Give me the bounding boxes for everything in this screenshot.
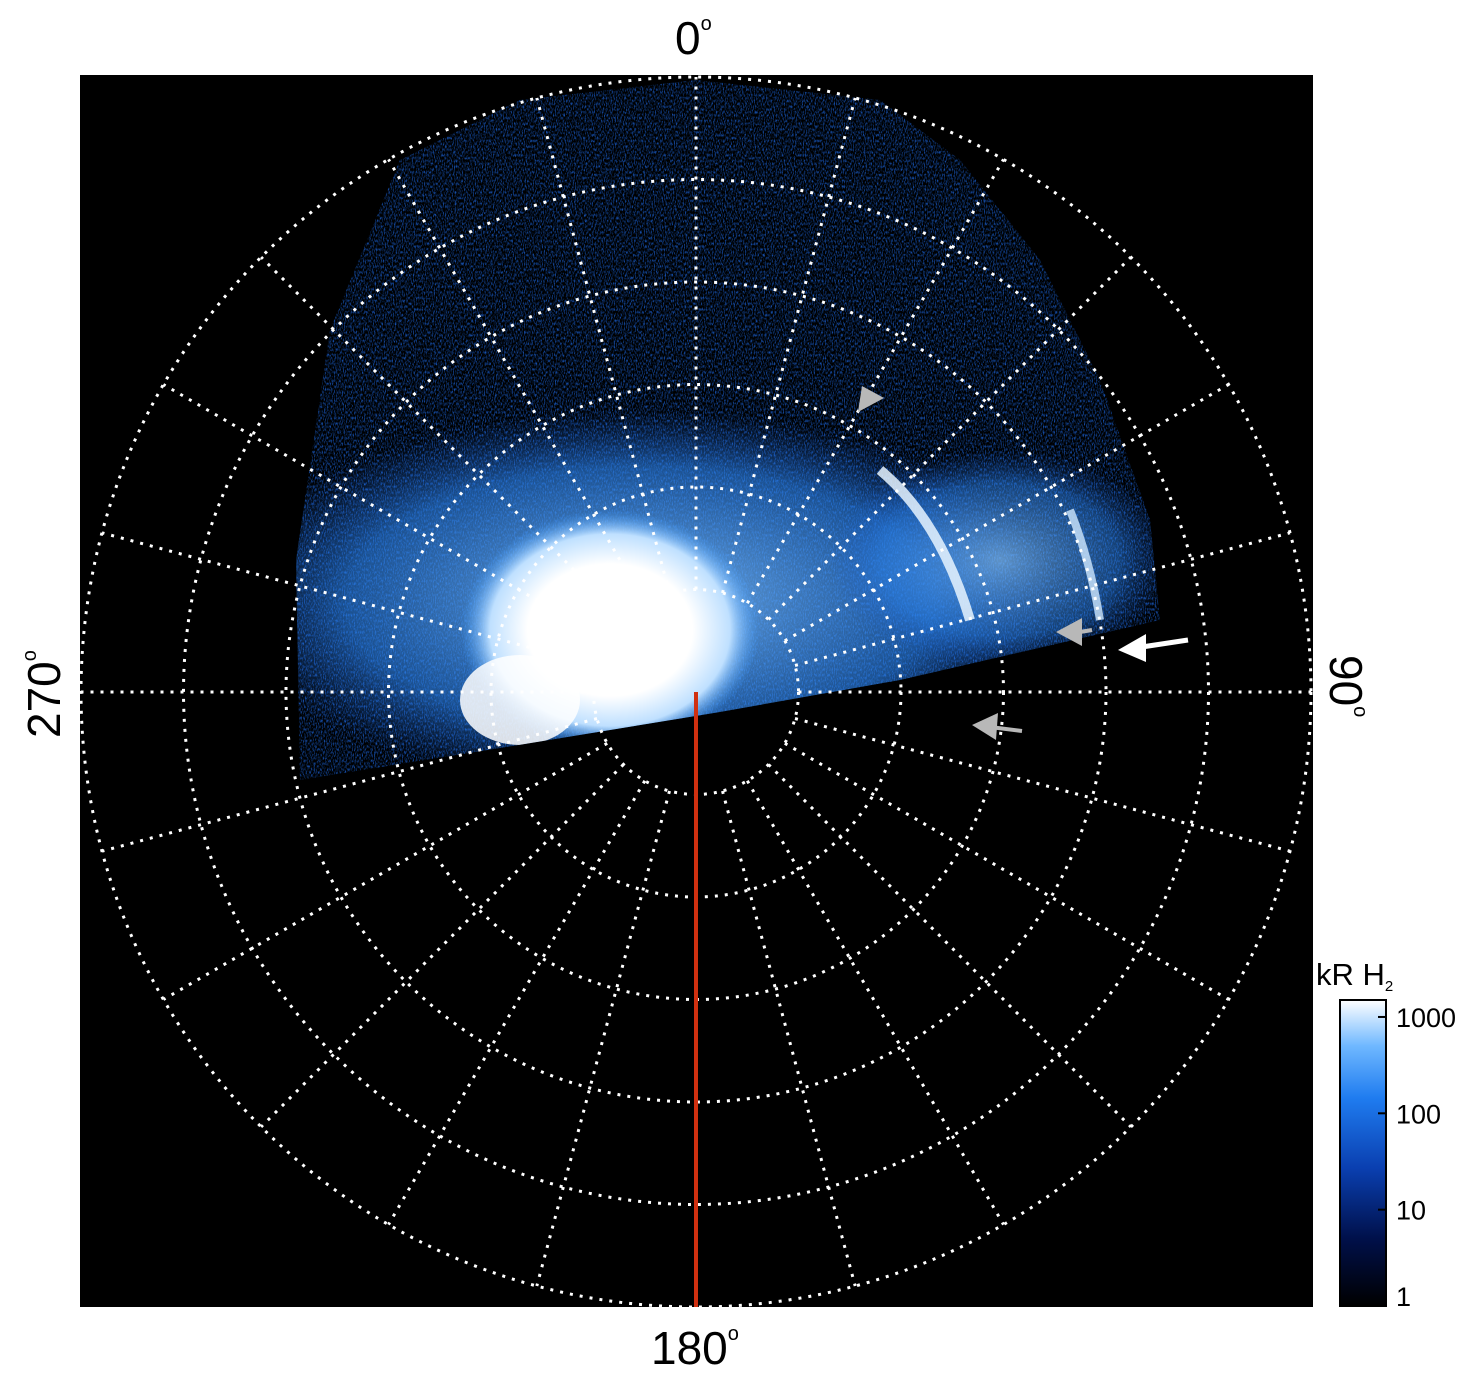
arrow-grey-upper [858, 386, 884, 412]
annotation-arrows [858, 386, 1189, 740]
svg-text:90o: 90o [1320, 655, 1372, 717]
label-top-0deg: 0o [675, 12, 712, 64]
colorbar-tick-label: 1000 [1396, 1003, 1456, 1033]
colorbar-tick-label: 1 [1396, 1282, 1411, 1312]
arrow-white-large [1118, 634, 1189, 662]
colorbar-ticks: 1000 100 10 1 [1378, 1003, 1456, 1312]
label-left-270deg: 270o [18, 650, 70, 738]
svg-text:270o: 270o [18, 650, 70, 738]
auroral-arc [876, 466, 975, 622]
label-bottom-180deg: 180o [651, 1322, 739, 1374]
colorbar: kR H2 1000 100 10 1 [1316, 957, 1456, 1312]
arrow-grey-right [1056, 618, 1093, 646]
colorbar-gradient [1339, 999, 1387, 1307]
arrow-grey-lower [972, 713, 1023, 740]
colorbar-tick-label: 10 [1396, 1196, 1426, 1226]
colorbar-title: kR H2 [1316, 957, 1393, 995]
colorbar-tick-label: 100 [1396, 1099, 1441, 1129]
label-right-90deg: 90o [1320, 655, 1372, 717]
grid-ring [284, 280, 1108, 1104]
